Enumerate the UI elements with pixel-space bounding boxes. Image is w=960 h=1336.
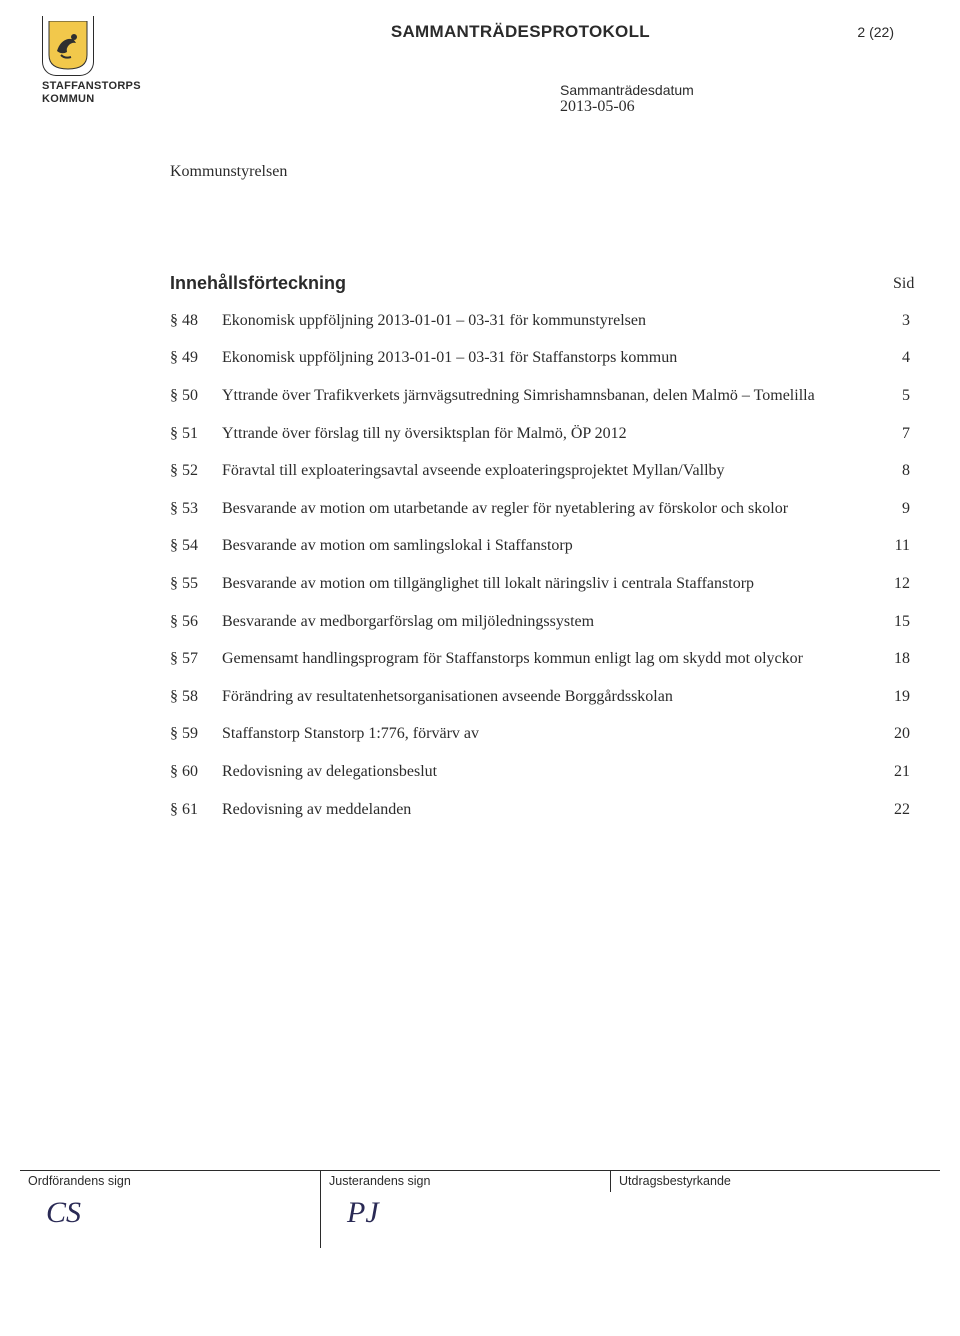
toc-row: § 51Yttrande över förslag till ny översi… — [170, 423, 910, 445]
toc-section: § 48 — [170, 310, 222, 332]
footer-label-chair: Ordförandens sign — [28, 1174, 312, 1188]
signature-chair: CS — [28, 1188, 312, 1230]
toc-section: § 58 — [170, 686, 222, 708]
toc-page: 5 — [880, 385, 910, 407]
toc-page: 15 — [880, 611, 910, 633]
toc-page: 11 — [880, 535, 910, 557]
toc-row: § 60Redovisning av delegationsbeslut21 — [170, 761, 910, 783]
toc-text: Besvarande av medborgarförslag om miljöl… — [222, 611, 880, 633]
sid-label: Sid — [893, 275, 914, 293]
toc-section: § 54 — [170, 535, 222, 557]
toc-text: Gemensamt handlingsprogram för Staffanst… — [222, 648, 880, 670]
toc-row: § 48Ekonomisk uppföljning 2013-01-01 – 0… — [170, 310, 910, 332]
signature-adjuster: PJ — [329, 1188, 602, 1230]
toc-text: Yttrande över Trafikverkets järnvägsutre… — [222, 385, 880, 407]
toc-heading: Innehållsförteckning — [170, 273, 910, 294]
toc-row: § 59Staffanstorp Stanstorp 1:776, förvär… — [170, 723, 910, 745]
org-line2: KOMMUN — [42, 93, 141, 106]
toc-section: § 59 — [170, 723, 222, 745]
toc-row: § 55Besvarande av motion om tillgängligh… — [170, 573, 910, 595]
toc-row: § 57Gemensamt handlingsprogram för Staff… — [170, 648, 910, 670]
header-row: STAFFANSTORPS KOMMUN SAMMANTRÄDESPROTOKO… — [60, 22, 900, 105]
toc-page: 7 — [880, 423, 910, 445]
toc-section: § 61 — [170, 799, 222, 821]
toc-section: § 55 — [170, 573, 222, 595]
footer-label-adjuster: Justerandens sign — [329, 1174, 602, 1188]
date-label: Sammanträdesdatum — [560, 82, 694, 98]
toc-row: § 50Yttrande över Trafikverkets järnvägs… — [170, 385, 910, 407]
toc-row: § 49Ekonomisk uppföljning 2013-01-01 – 0… — [170, 347, 910, 369]
toc-section: § 60 — [170, 761, 222, 783]
body-name: Kommunstyrelsen — [170, 161, 900, 183]
toc-page: 9 — [880, 498, 910, 520]
page-number: 2 (22) — [857, 22, 900, 40]
footer-col-chair: Ordförandens sign CS — [20, 1170, 320, 1248]
toc-row: § 61Redovisning av meddelanden22 — [170, 799, 910, 821]
doc-title: SAMMANTRÄDESPROTOKOLL — [391, 22, 858, 42]
toc-section: § 57 — [170, 648, 222, 670]
footer-label-cert: Utdragsbestyrkande — [619, 1174, 932, 1188]
toc-page: 3 — [880, 310, 910, 332]
toc-page: 20 — [880, 723, 910, 745]
toc-text: Besvarande av motion om samlingslokal i … — [222, 535, 880, 557]
org-block: STAFFANSTORPS KOMMUN — [60, 22, 141, 105]
toc-page: 4 — [880, 347, 910, 369]
toc-row: § 56Besvarande av medborgarförslag om mi… — [170, 611, 910, 633]
toc-section: § 51 — [170, 423, 222, 445]
toc-page: 21 — [880, 761, 910, 783]
org-label: STAFFANSTORPS KOMMUN — [42, 80, 141, 105]
toc-page: 8 — [880, 460, 910, 482]
toc-text: Förändring av resultatenhetsorganisation… — [222, 686, 880, 708]
meta-right: Sammanträdesdatum 2013-05-06 — [560, 82, 694, 116]
toc-page: 19 — [880, 686, 910, 708]
toc-section: § 53 — [170, 498, 222, 520]
footer-col-cert: Utdragsbestyrkande — [610, 1170, 940, 1192]
toc-row: § 52Föravtal till exploateringsavtal avs… — [170, 460, 910, 482]
toc-text: Redovisning av delegationsbeslut — [222, 761, 880, 783]
toc-page: 22 — [880, 799, 910, 821]
org-line1: STAFFANSTORPS — [42, 80, 141, 93]
toc-section: § 50 — [170, 385, 222, 407]
toc-rows: § 48Ekonomisk uppföljning 2013-01-01 – 0… — [170, 310, 910, 820]
toc-section: § 49 — [170, 347, 222, 369]
toc-row: § 58Förändring av resultatenhetsorganisa… — [170, 686, 910, 708]
footer: Ordförandens sign CS Justerandens sign P… — [0, 1170, 960, 1248]
header-center: SAMMANTRÄDESPROTOKOLL — [141, 22, 858, 42]
toc-page: 12 — [880, 573, 910, 595]
toc-row: § 53Besvarande av motion om utarbetande … — [170, 498, 910, 520]
page: STAFFANSTORPS KOMMUN SAMMANTRÄDESPROTOKO… — [0, 0, 960, 1336]
toc-text: Besvarande av motion om utarbetande av r… — [222, 498, 880, 520]
toc: Innehållsförteckning Sid § 48Ekonomisk u… — [170, 273, 910, 820]
footer-col-adjuster: Justerandens sign PJ — [320, 1170, 610, 1248]
toc-text: Besvarande av motion om tillgänglighet t… — [222, 573, 880, 595]
toc-text: Yttrande över förslag till ny översiktsp… — [222, 423, 880, 445]
toc-text: Ekonomisk uppföljning 2013-01-01 – 03-31… — [222, 347, 880, 369]
toc-text: Staffanstorp Stanstorp 1:776, förvärv av — [222, 723, 880, 745]
meta-left: Kommunstyrelsen — [170, 161, 900, 183]
toc-text: Redovisning av meddelanden — [222, 799, 880, 821]
toc-text: Föravtal till exploateringsavtal avseend… — [222, 460, 880, 482]
crest-icon — [42, 16, 94, 76]
toc-page: 18 — [880, 648, 910, 670]
date-value: 2013-05-06 — [560, 98, 694, 116]
toc-text: Ekonomisk uppföljning 2013-01-01 – 03-31… — [222, 310, 880, 332]
toc-section: § 56 — [170, 611, 222, 633]
toc-row: § 54Besvarande av motion om samlingsloka… — [170, 535, 910, 557]
toc-section: § 52 — [170, 460, 222, 482]
